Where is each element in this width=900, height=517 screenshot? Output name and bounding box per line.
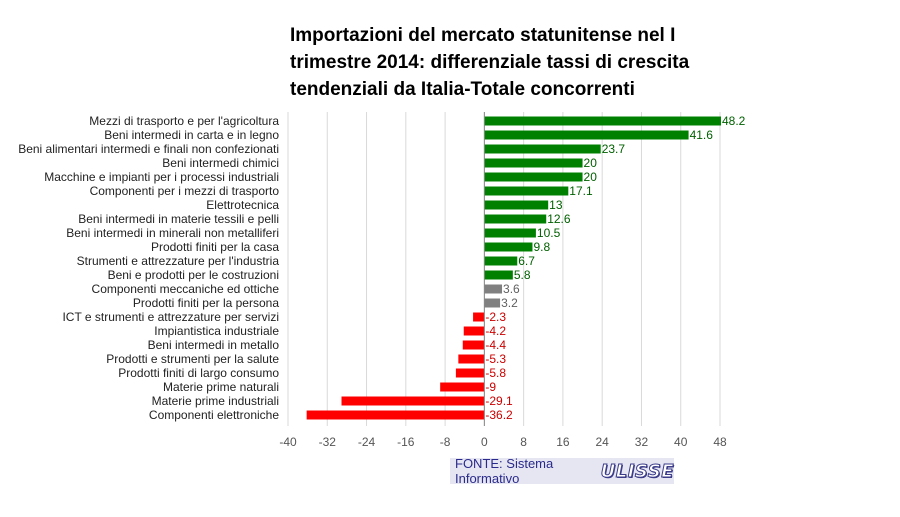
- category-label: Beni intermedi in carta e in legno: [104, 128, 279, 142]
- x-tick-label: 0: [481, 435, 488, 449]
- category-label: Componenti elettroniche: [149, 408, 279, 422]
- bar: [484, 214, 547, 224]
- bar: [484, 284, 503, 294]
- x-tick-label: -24: [358, 435, 376, 449]
- bar: [484, 256, 518, 266]
- value-label: 48.2: [722, 114, 746, 128]
- source-box: FONTE: Sistema Informativo ULISSE: [450, 456, 674, 486]
- bar: [484, 130, 689, 140]
- value-labels: 48.241.623.7202017.11312.610.59.86.75.83…: [485, 114, 745, 422]
- category-label: Materie prime industriali: [152, 394, 279, 408]
- bar: [484, 158, 583, 168]
- bar: [484, 116, 721, 126]
- category-label: Beni intermedi in materie tessili e pell…: [78, 212, 279, 226]
- category-label: Beni e prodotti per le costruzioni: [108, 268, 279, 282]
- value-label: -4.2: [485, 324, 506, 338]
- source-text: FONTE: Sistema Informativo: [455, 456, 554, 486]
- bar: [440, 382, 485, 392]
- x-tick-label: 40: [674, 435, 688, 449]
- bar: [473, 312, 485, 322]
- value-label: 17.1: [569, 184, 593, 198]
- x-tick-label: -40: [279, 435, 297, 449]
- x-tick-label: 8: [520, 435, 527, 449]
- value-label: 6.7: [518, 254, 535, 268]
- bar-series: [306, 116, 721, 420]
- category-labels: Mezzi di trasporto e per l'agricolturaBe…: [18, 114, 279, 422]
- category-label: ICT e strumenti e attrezzature per servi…: [62, 310, 279, 324]
- bar: [484, 144, 601, 154]
- category-label: Macchine e impianti per i processi indus…: [44, 170, 279, 184]
- category-label: Prodotti finiti per la persona: [133, 296, 279, 310]
- x-tick-label: -32: [319, 435, 337, 449]
- value-label: 20: [584, 170, 598, 184]
- bar: [484, 242, 533, 252]
- category-label: Beni alimentari intermedi e finali non c…: [18, 142, 279, 156]
- bar: [484, 186, 569, 196]
- value-label: -4.4: [485, 338, 506, 352]
- x-tick-label: 48: [713, 435, 727, 449]
- chart-title: Importazioni del mercato statunitense ne…: [290, 25, 690, 100]
- category-label: Prodotti finiti per la casa: [151, 240, 279, 254]
- value-label: 20: [584, 156, 598, 170]
- bar: [463, 326, 485, 336]
- value-label: -2.3: [485, 310, 506, 324]
- bar: [455, 368, 485, 378]
- ulisse-logo: ULISSE: [600, 460, 674, 482]
- category-label: Beni intermedi in minerali non metallife…: [66, 226, 279, 240]
- bar: [458, 354, 485, 364]
- value-label: -29.1: [485, 394, 513, 408]
- x-tick-label: 16: [556, 435, 570, 449]
- value-label: -5.8: [485, 366, 506, 380]
- value-label: 9.8: [533, 240, 550, 254]
- category-label: Componenti per i mezzi di trasporto: [90, 184, 280, 198]
- bar: [484, 270, 513, 280]
- bar: [484, 200, 549, 210]
- bar: [341, 396, 485, 406]
- x-tick-label: -8: [440, 435, 451, 449]
- bar: [484, 172, 583, 182]
- value-label: 5.8: [514, 268, 531, 282]
- value-label: -36.2: [485, 408, 513, 422]
- category-label: Impiantistica industriale: [154, 324, 279, 338]
- category-label: Beni intermedi chimici: [162, 156, 279, 170]
- category-label: Prodotti finiti di largo consumo: [118, 366, 279, 380]
- category-label: Materie prime naturali: [163, 380, 279, 394]
- x-axis-tick-labels: -40 -32 -24 -16 -8 0 8 16 24 32 40 48: [279, 435, 727, 449]
- bar: [306, 410, 485, 420]
- category-label: Mezzi di trasporto e per l'agricoltura: [89, 114, 279, 128]
- value-label: 13: [549, 198, 563, 212]
- bar: [484, 298, 501, 308]
- value-label: -5.3: [485, 352, 506, 366]
- bar: [484, 228, 536, 238]
- value-label: 10.5: [537, 226, 561, 240]
- value-label: 23.7: [602, 142, 626, 156]
- bar: [462, 340, 485, 350]
- category-label: Prodotti e strumenti per la salute: [106, 352, 279, 366]
- value-label: 12.6: [547, 212, 571, 226]
- value-label: -9: [485, 380, 496, 394]
- value-label: 3.2: [501, 296, 518, 310]
- value-label: 41.6: [690, 128, 714, 142]
- x-tick-label: -16: [397, 435, 415, 449]
- value-label: 3.6: [503, 282, 520, 296]
- category-label: Beni intermedi in metallo: [148, 338, 280, 352]
- category-label: Elettrotecnica: [206, 198, 279, 212]
- category-label: Strumenti e attrezzature per l'industria: [77, 254, 280, 268]
- x-tick-label: 32: [635, 435, 649, 449]
- category-label: Componenti meccaniche ed ottiche: [92, 282, 280, 296]
- x-tick-label: 24: [596, 435, 610, 449]
